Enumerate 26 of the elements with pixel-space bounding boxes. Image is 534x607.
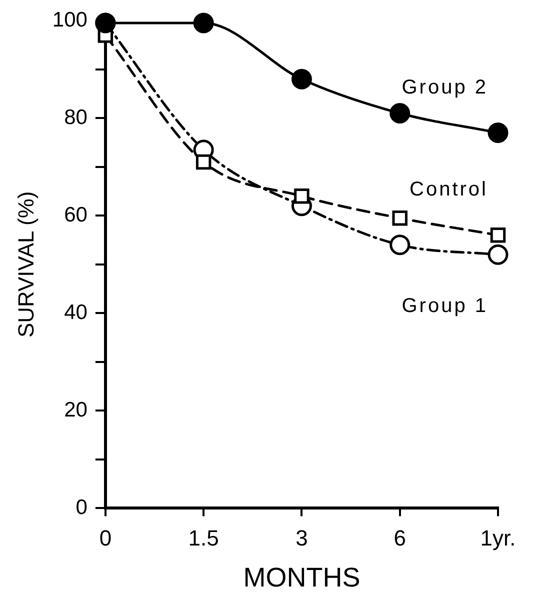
point [291, 68, 312, 90]
series-label: Group 2 [402, 76, 488, 98]
x-tick-label: 1.5 [188, 525, 219, 550]
y-tick-label: 60 [64, 203, 88, 226]
point [294, 188, 310, 204]
y-axis-title: SURVIVAL (%) [13, 191, 38, 338]
x-tick-label: 6 [394, 525, 406, 550]
y-tick-label: 80 [64, 106, 88, 129]
x-tick-label: 0 [99, 525, 112, 550]
point [490, 228, 506, 243]
point [390, 102, 410, 124]
x-tick-label: 3 [296, 525, 308, 550]
point [488, 244, 508, 265]
point [196, 154, 212, 170]
y-tick-label: 0 [76, 496, 88, 519]
point [488, 122, 508, 143]
y-tick-label: 20 [64, 398, 88, 422]
y-tick-label: 100 [52, 8, 88, 32]
y-tick-label: 40 [64, 300, 88, 324]
series-label: Control [410, 178, 488, 201]
point [392, 210, 408, 226]
series-label: Group 1 [402, 295, 488, 318]
x-axis-title: MONTHS [243, 562, 360, 592]
point [390, 234, 410, 256]
x-tick-label: 1yr. [480, 525, 516, 550]
point [193, 12, 214, 34]
